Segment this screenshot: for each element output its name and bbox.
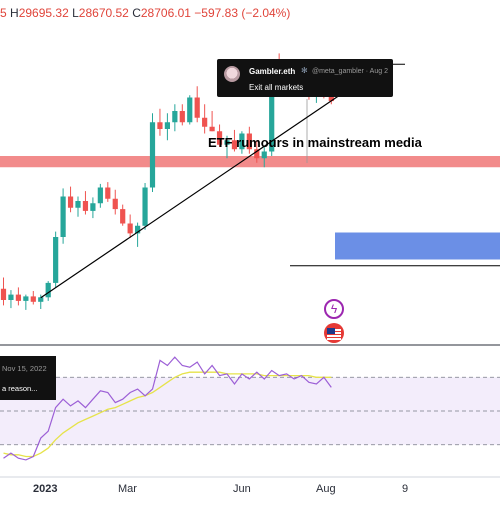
candle-body [105,187,111,199]
us-flag-icon[interactable] [324,323,344,343]
candle-body [216,131,223,145]
candle-body [30,296,36,302]
candle-body [246,133,252,150]
candle-body [254,149,260,159]
rsi-ma-line [3,371,332,458]
candle-body [8,294,14,300]
tweet-card[interactable]: Gambler.eth ✻ @meta_gambler · Aug 2 Exit… [217,59,393,97]
candle-body [187,97,193,123]
candle-body [328,93,334,102]
ohlc-change: −597.83 (−2.04%) [194,6,291,20]
candle-body [97,187,103,204]
ohlc-legend: 5 H29695.32 L28670.52 C28706.01 −597.83 … [0,6,290,20]
resistance-band [0,156,500,168]
trendline [40,90,347,299]
candle-body [194,97,200,118]
candle-body [231,140,238,150]
rsi-band [0,377,500,445]
candle-body [224,140,230,145]
x-tick-2023: 2023 [33,483,58,495]
x-tick-jun: Jun [233,483,251,495]
candle-body [172,111,178,123]
tweet-handle-date: @meta_gambler · Aug 2 [312,68,388,75]
ohlc-high: 29695.32 [18,6,69,20]
ohlc-high-key: H [10,6,19,20]
candle-body [149,122,156,188]
rsi-tooltip-text: a reason... [2,384,38,393]
candle-body [53,237,59,283]
ohlc-low: 28670.52 [78,6,129,20]
chart-annotation: ETF rumours in mainstream media [208,135,422,150]
tweet-author: Gambler.eth [249,67,296,76]
ohlc-close: 28706.01 [140,6,191,20]
candle-body [179,111,185,123]
target-zone-box [335,232,500,260]
candle-body [127,223,133,234]
candle-body [120,209,126,224]
gear-icon: ✻ [301,66,308,75]
x-tick-mar: Mar [118,483,137,495]
candle-body [82,201,89,211]
rsi-tooltip-date: Nov 15, 2022 [2,364,47,373]
candle-body [209,126,215,132]
candle-body [67,196,74,208]
x-tick-9: 9 [402,483,409,495]
ohlc-low-key: L [72,6,79,20]
candle-body [135,225,141,234]
candle-body [261,151,267,159]
candle-body [142,187,148,226]
ohlc-close-key: C [132,6,141,20]
candle-body [269,66,275,152]
candle-body [75,201,81,208]
candle-body [112,198,118,210]
candle-body [38,297,44,302]
candle-body [15,294,21,301]
ohlc-prev-tail: 5 [0,6,7,20]
candle-body [90,203,96,211]
candle-body [45,282,51,298]
candle-body [0,288,7,300]
avatar-icon [224,66,240,82]
candle-body [239,133,245,150]
candle-body [164,122,170,129]
candle-body [23,296,29,301]
lightning-icon[interactable]: ϟ [324,299,344,319]
rsi-tooltip: Nov 15, 2022 a reason... [0,356,56,400]
candle-body [60,196,66,237]
candle-body [202,117,208,127]
candle-body [157,122,163,129]
x-tick-aug: Aug [316,483,336,495]
rsi-line [3,356,332,461]
tweet-text: Exit all markets [249,83,304,92]
